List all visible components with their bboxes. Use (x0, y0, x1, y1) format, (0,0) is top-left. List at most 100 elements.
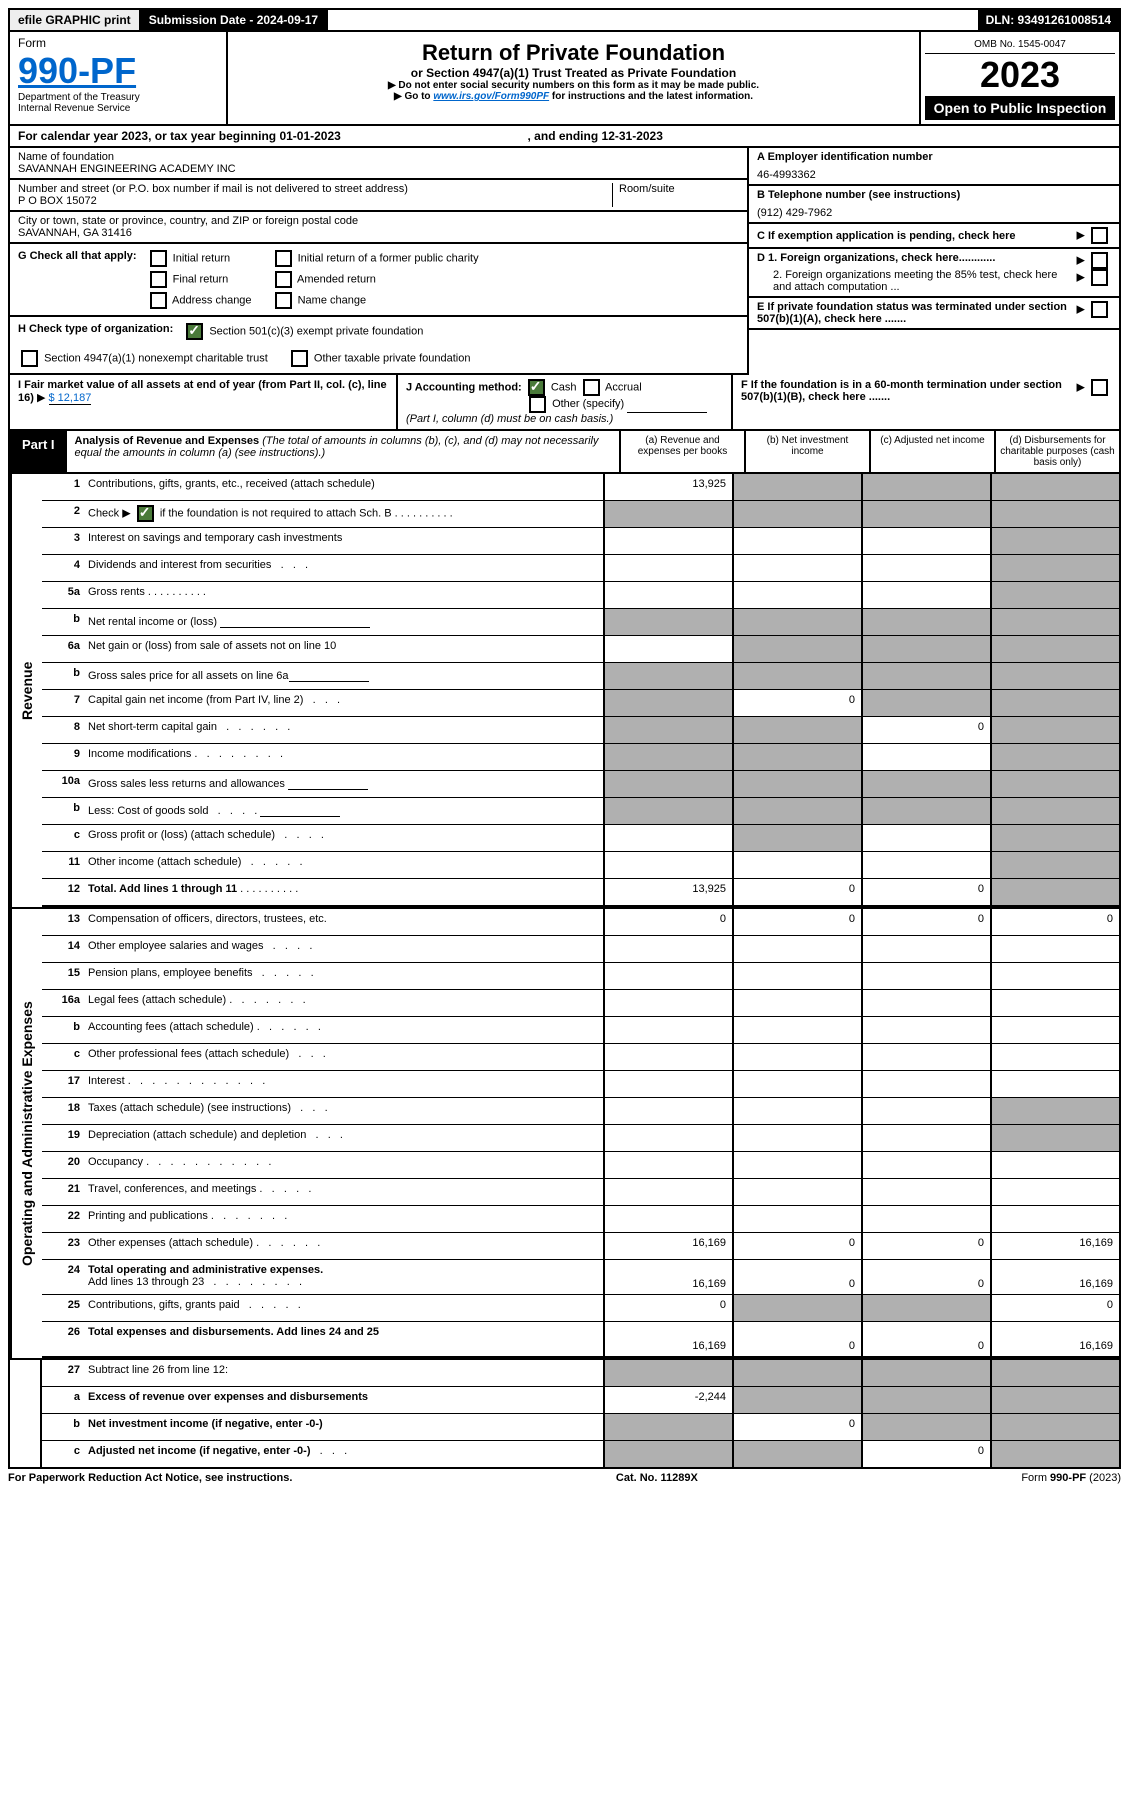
note1: ▶ Do not enter social security numbers o… (236, 80, 911, 91)
line-2: Check ▶ if the foundation is not require… (84, 501, 603, 527)
form-subtitle: or Section 4947(a)(1) Trust Treated as P… (236, 66, 911, 80)
room-label: Room/suite (619, 183, 739, 195)
line-21: Travel, conferences, and meetings . . . … (84, 1179, 603, 1205)
foundation-name: SAVANNAH ENGINEERING ACADEMY INC (18, 163, 739, 175)
cb-amended[interactable] (275, 271, 292, 288)
cb-initial-former[interactable] (275, 250, 292, 267)
cb-address[interactable] (150, 292, 167, 309)
dln: DLN: 93491261008514 (978, 10, 1119, 30)
line-22: Printing and publications . . . . . . . (84, 1206, 603, 1232)
r12-a: 13,925 (603, 879, 732, 905)
r12-c: 0 (861, 879, 990, 905)
line-20: Occupancy . . . . . . . . . . . (84, 1152, 603, 1178)
line-16a: Legal fees (attach schedule) . . . . . .… (84, 990, 603, 1016)
form-link[interactable]: www.irs.gov/Form990PF (433, 91, 549, 102)
revenue-side-label: Revenue (10, 474, 42, 907)
line-3: Interest on savings and temporary cash i… (84, 528, 603, 554)
efile-btn[interactable]: efile GRAPHIC print (10, 10, 141, 30)
line-10c: Gross profit or (loss) (attach schedule)… (84, 825, 603, 851)
page-footer: For Paperwork Reduction Act Notice, see … (8, 1469, 1121, 1487)
line-27: Subtract line 26 from line 12: (84, 1360, 603, 1386)
col-c: (c) Adjusted net income (869, 431, 994, 472)
line-23: Other expenses (attach schedule) . . . .… (84, 1233, 603, 1259)
ein-label: A Employer identification number (757, 151, 1111, 163)
line-10b: Less: Cost of goods sold . . . . (84, 798, 603, 824)
line-19: Depreciation (attach schedule) and deple… (84, 1125, 603, 1151)
tax-year: 2023 (925, 54, 1115, 96)
line-14: Other employee salaries and wages . . . … (84, 936, 603, 962)
addr-label: Number and street (or P.O. box number if… (18, 183, 612, 195)
expense-side-label: Operating and Administrative Expenses (10, 909, 42, 1358)
revenue-section: Revenue 1Contributions, gifts, grants, e… (8, 474, 1121, 909)
line-24: Total operating and administrative expen… (84, 1260, 603, 1294)
col-b: (b) Net investment income (744, 431, 869, 472)
line-6a: Net gain or (loss) from sale of assets n… (84, 636, 603, 662)
footer-left: For Paperwork Reduction Act Notice, see … (8, 1472, 292, 1484)
g-label: G Check all that apply: (18, 250, 137, 262)
r8-c: 0 (861, 717, 990, 743)
form-title: Return of Private Foundation (236, 40, 911, 66)
cb-final[interactable] (150, 271, 167, 288)
cb-4947[interactable] (21, 350, 38, 367)
address: P O BOX 15072 (18, 195, 612, 207)
line-5b: Net rental income or (loss) (84, 609, 603, 635)
city-label: City or town, state or province, country… (18, 215, 739, 227)
top-bar: efile GRAPHIC print Submission Date - 20… (8, 8, 1121, 32)
phone-label: B Telephone number (see instructions) (757, 189, 1111, 201)
cb-f[interactable] (1091, 379, 1108, 396)
footer-mid: Cat. No. 11289X (616, 1472, 698, 1484)
line-15: Pension plans, employee benefits . . . .… (84, 963, 603, 989)
line-10a: Gross sales less returns and allowances (84, 771, 603, 797)
omb: OMB No. 1545-0047 (925, 36, 1115, 54)
line-9: Income modifications . . . . . . . . (84, 744, 603, 770)
r1-a: 13,925 (603, 474, 732, 500)
line-11: Other income (attach schedule) . . . . . (84, 852, 603, 878)
line-27c: Adjusted net income (if negative, enter … (84, 1441, 603, 1467)
r12-b: 0 (732, 879, 861, 905)
cb-d1[interactable] (1091, 252, 1108, 269)
line-1: Contributions, gifts, grants, etc., rece… (84, 474, 603, 500)
line-16b: Accounting fees (attach schedule) . . . … (84, 1017, 603, 1043)
line-4: Dividends and interest from securities .… (84, 555, 603, 581)
line-5a: Gross rents . . . . . . . . . . (84, 582, 603, 608)
cb-schb[interactable] (137, 505, 154, 522)
cb-namechange[interactable] (275, 292, 292, 309)
line-17: Interest . . . . . . . . . . . . (84, 1071, 603, 1097)
submission-date: Submission Date - 2024-09-17 (141, 10, 328, 30)
cb-c[interactable] (1091, 227, 1108, 244)
col-a: (a) Revenue and expenses per books (619, 431, 744, 472)
form-number-link[interactable]: 990-PF (18, 50, 218, 92)
line-27b: Net investment income (if negative, ente… (84, 1414, 603, 1440)
c-label: C If exemption application is pending, c… (757, 230, 1076, 242)
note2: ▶ Go to www.irs.gov/Form990PF for instru… (236, 91, 911, 102)
d2: 2. Foreign organizations meeting the 85%… (773, 269, 1076, 293)
f-label: F If the foundation is in a 60-month ter… (741, 379, 1076, 425)
j-note: (Part I, column (d) must be on cash basi… (406, 413, 613, 425)
line-6b: Gross sales price for all assets on line… (84, 663, 603, 689)
cb-accrual[interactable] (583, 379, 600, 396)
line-26: Total expenses and disbursements. Add li… (84, 1322, 603, 1356)
phone: (912) 429-7962 (757, 201, 1111, 219)
cb-cash[interactable] (528, 379, 545, 396)
cb-d2[interactable] (1091, 269, 1108, 286)
cb-e[interactable] (1091, 301, 1108, 318)
entity-info: Name of foundation SAVANNAH ENGINEERING … (8, 148, 1121, 375)
line27-section: 27Subtract line 26 from line 12: aExcess… (8, 1360, 1121, 1469)
line-25: Contributions, gifts, grants paid . . . … (84, 1295, 603, 1321)
r7-b: 0 (732, 690, 861, 716)
cb-otheracct[interactable] (529, 396, 546, 413)
line-7: Capital gain net income (from Part IV, l… (84, 690, 603, 716)
j-label: J Accounting method: (406, 381, 522, 393)
cb-initial[interactable] (150, 250, 167, 267)
dept: Department of the Treasury (18, 92, 218, 103)
city: SAVANNAH, GA 31416 (18, 227, 739, 239)
fmv-link[interactable]: $ 12,187 (49, 392, 92, 405)
cb-other-tax[interactable] (291, 350, 308, 367)
form-header: Form 990-PF Department of the Treasury I… (8, 32, 1121, 126)
footer-right: Form 990-PF (2023) (1021, 1472, 1121, 1484)
line-8: Net short-term capital gain . . . . . . (84, 717, 603, 743)
part1-header: Part I Analysis of Revenue and Expenses … (8, 431, 1121, 474)
form-label: Form (18, 36, 218, 50)
cb-501c3[interactable] (186, 323, 203, 340)
ein: 46-4993362 (757, 163, 1111, 181)
